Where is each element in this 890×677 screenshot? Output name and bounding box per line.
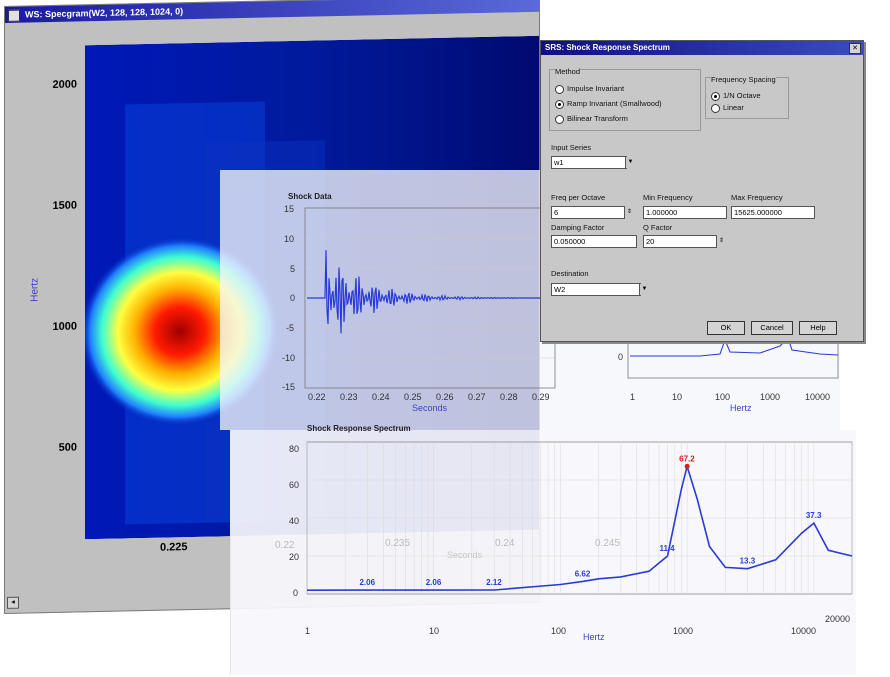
srs-y-tick: 40 [289, 516, 299, 526]
damping-factor-field[interactable]: 0.050000 [551, 235, 637, 248]
srs-x-tick: 10000 [791, 626, 816, 636]
input-series-label: Input Series [551, 143, 591, 152]
faded-x-tick: 0.24 [495, 538, 514, 549]
y-axis-label: Hertz [29, 278, 40, 302]
srs-chart: 2.06 2.06 2.12 6.62 11.4 67.2 13.3 37.3 [231, 430, 856, 675]
right-x-tick: 1000 [760, 392, 780, 402]
min-frequency-field[interactable]: 1.000000 [643, 206, 727, 219]
dialog-title-bar[interactable]: SRS: Shock Response Spectrum [541, 41, 863, 55]
method-radio-2[interactable] [555, 115, 564, 124]
x-axis-label: Seconds [412, 403, 447, 413]
y-tick: 5 [290, 264, 295, 274]
spacing-option-0[interactable]: 1/N Octave [723, 91, 761, 100]
y-tick: 15 [284, 204, 294, 214]
srs-y-tick: 0 [293, 588, 298, 598]
spectrogram-title: WS: Specgram(W2, 128, 128, 1024, 0) [25, 6, 183, 19]
damping-factor-label: Damping Factor [551, 223, 604, 232]
right-x-axis-label: Hertz [730, 403, 752, 413]
data-label: 2.06 [359, 578, 375, 587]
destination-select[interactable]: W2 [551, 283, 641, 296]
right-x-tick: 10000 [805, 392, 830, 402]
q-factor-label: Q Factor [643, 223, 672, 232]
faded-x-tick: 0.245 [595, 538, 620, 549]
method-label: Method [555, 67, 580, 76]
x-tick: 0.27 [468, 392, 486, 402]
max-frequency-label: Max Frequency [731, 193, 783, 202]
freq-per-octave-field[interactable]: 6 [551, 206, 625, 219]
data-label: 13.3 [740, 557, 756, 566]
y-tick: 500 [37, 441, 77, 454]
srs-dialog: SRS: Shock Response Spectrum ✕ Method Im… [540, 40, 864, 342]
srs-y-tick: 20 [289, 552, 299, 562]
right-x-tick: 100 [715, 392, 730, 402]
data-label: 2.12 [486, 578, 502, 587]
ok-button[interactable]: OK [707, 321, 745, 335]
x-tick: 0.225 [160, 541, 188, 554]
method-option-1[interactable]: Ramp Invariant (Smallwood) [567, 99, 662, 108]
data-label: 67.2 [679, 454, 695, 463]
srs-y-tick: 60 [289, 480, 299, 490]
min-frequency-label: Min Frequency [643, 193, 693, 202]
spinner-icon[interactable]: ⇕ [624, 207, 634, 218]
srs-x-tick: 20000 [825, 614, 850, 624]
y-tick: 1000 [37, 320, 77, 333]
right-x-tick: 10 [672, 392, 682, 402]
x-tick: 0.24 [372, 392, 390, 402]
faded-x-tick: 0.22 [275, 540, 294, 551]
srs-panel: Shock Response Spectrum 2.06 2.06 2.12 6.62… [230, 430, 856, 675]
y-tick: -15 [282, 382, 295, 392]
q-factor-field[interactable]: 20 [643, 235, 717, 248]
chevron-down-icon[interactable]: ▼ [625, 157, 635, 168]
faded-x-tick: 0.235 [385, 538, 410, 549]
y-tick: 2000 [37, 78, 77, 91]
srs-x-tick: 100 [551, 626, 566, 636]
method-option-2[interactable]: Bilinear Transform [567, 114, 628, 123]
right-x-tick: 1 [630, 392, 635, 402]
data-label: 2.06 [426, 578, 442, 587]
spectrogram-title-bar[interactable]: WS: Specgram(W2, 128, 128, 1024, 0) [5, 0, 539, 23]
data-label: 6.62 [575, 569, 591, 578]
method-radio-0[interactable] [555, 85, 564, 94]
spacing-option-1[interactable]: Linear [723, 103, 744, 112]
app-icon [8, 10, 20, 22]
srs-x-axis-label: Hertz [583, 632, 605, 642]
x-tick: 0.29 [532, 392, 550, 402]
spacing-label: Frequency Spacing [711, 75, 776, 84]
spacing-radio-1[interactable] [711, 104, 720, 113]
y-tick: 0 [290, 293, 295, 303]
dialog-title: SRS: Shock Response Spectrum [545, 43, 670, 52]
spacing-radio-0[interactable] [711, 92, 720, 101]
x-tick: 0.25 [404, 392, 422, 402]
x-tick: 0.28 [500, 392, 518, 402]
cancel-button[interactable]: Cancel [751, 321, 793, 335]
spinner-icon[interactable]: ⇕ [716, 236, 726, 247]
faded-x-axis-label: Seconds [447, 550, 482, 560]
close-icon[interactable]: ✕ [849, 43, 861, 54]
scroll-left-button[interactable]: ◂ [7, 597, 19, 609]
method-radio-1[interactable] [555, 100, 564, 109]
x-tick: 0.22 [308, 392, 326, 402]
data-label: 37.3 [806, 511, 822, 520]
y-tick: -10 [282, 353, 295, 363]
x-tick: 0.26 [436, 392, 454, 402]
srs-x-tick: 1000 [673, 626, 693, 636]
method-option-0[interactable]: Impulse Invariant [567, 84, 624, 93]
input-series-select[interactable]: w1 [551, 156, 627, 169]
right-y-tick: 0 [618, 352, 623, 362]
freq-per-octave-label: Freq per Octave [551, 193, 605, 202]
y-tick: -5 [286, 323, 294, 333]
help-button[interactable]: Help [799, 321, 837, 335]
srs-x-tick: 10 [429, 626, 439, 636]
destination-label: Destination [551, 269, 589, 278]
data-label: 11.4 [660, 544, 676, 553]
srs-y-tick: 80 [289, 444, 299, 454]
peak-marker [685, 464, 690, 469]
y-tick: 1500 [37, 199, 77, 212]
srs-x-tick: 1 [305, 626, 310, 636]
x-tick: 0.23 [340, 392, 358, 402]
y-tick: 10 [284, 234, 294, 244]
max-frequency-field[interactable]: 15625.000000 [731, 206, 815, 219]
chevron-down-icon[interactable]: ▼ [639, 284, 649, 295]
